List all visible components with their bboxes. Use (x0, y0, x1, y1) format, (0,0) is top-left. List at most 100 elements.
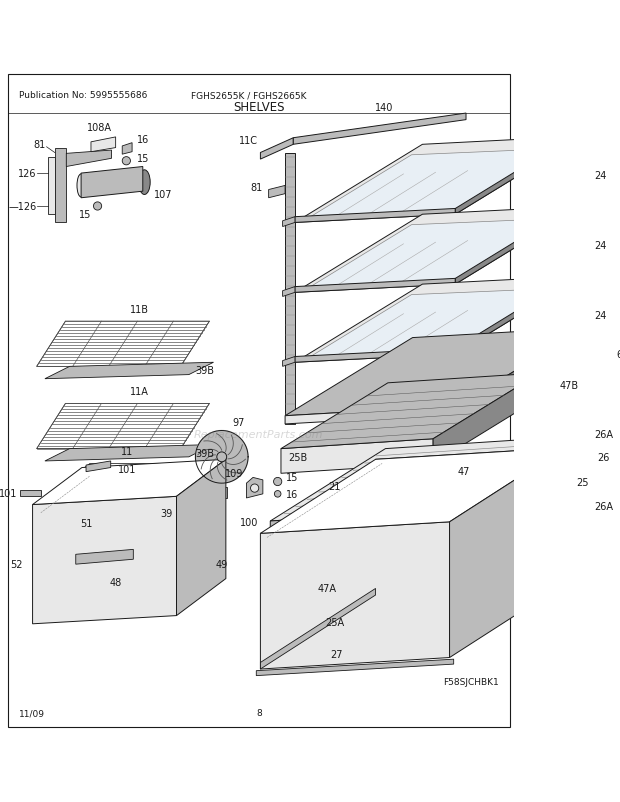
Polygon shape (37, 322, 210, 367)
Text: 21: 21 (328, 481, 340, 491)
Text: 25A: 25A (326, 617, 344, 626)
Polygon shape (455, 271, 583, 354)
Text: 25B: 25B (288, 452, 307, 462)
Polygon shape (217, 488, 227, 498)
Text: 49: 49 (216, 560, 228, 569)
Polygon shape (20, 490, 41, 496)
Polygon shape (283, 217, 295, 227)
Text: 26: 26 (597, 452, 609, 462)
Polygon shape (376, 448, 565, 595)
Polygon shape (303, 149, 556, 222)
Ellipse shape (139, 171, 150, 195)
Polygon shape (281, 439, 433, 474)
Circle shape (94, 203, 102, 211)
Text: 108A: 108A (87, 123, 112, 133)
Polygon shape (41, 464, 218, 500)
Text: 25: 25 (577, 478, 589, 488)
Polygon shape (37, 404, 210, 449)
Polygon shape (458, 328, 585, 415)
Polygon shape (578, 427, 593, 443)
Polygon shape (295, 207, 583, 293)
Text: 39B: 39B (196, 448, 215, 458)
Polygon shape (246, 478, 263, 498)
Text: 16: 16 (286, 489, 298, 499)
Polygon shape (195, 431, 248, 484)
Text: FGHS2655K / FGHS2665K: FGHS2655K / FGHS2665K (191, 91, 306, 100)
Polygon shape (45, 445, 213, 461)
Text: 39: 39 (160, 508, 172, 518)
Polygon shape (268, 186, 285, 199)
Polygon shape (450, 448, 565, 658)
Text: 15: 15 (79, 210, 91, 220)
Polygon shape (578, 500, 593, 515)
Polygon shape (285, 153, 295, 424)
Text: 11A: 11A (130, 387, 149, 396)
Text: 47A: 47A (317, 583, 336, 593)
Circle shape (122, 157, 130, 166)
Text: 24: 24 (595, 171, 607, 181)
Text: 16: 16 (136, 136, 149, 145)
Text: 101: 101 (118, 464, 136, 475)
Polygon shape (295, 137, 583, 223)
Text: F58SJCHBK1: F58SJCHBK1 (443, 677, 499, 686)
Text: 81: 81 (250, 183, 262, 192)
Polygon shape (303, 219, 556, 292)
Text: 48: 48 (110, 577, 122, 587)
Text: 24: 24 (595, 310, 607, 321)
Polygon shape (260, 522, 450, 669)
Text: 26A: 26A (594, 501, 613, 512)
Polygon shape (433, 374, 540, 464)
Text: 51: 51 (80, 519, 92, 529)
Polygon shape (260, 589, 376, 669)
Circle shape (273, 478, 281, 486)
Circle shape (250, 484, 259, 492)
Polygon shape (281, 374, 540, 449)
Polygon shape (91, 138, 116, 152)
Text: 52: 52 (10, 560, 22, 569)
Polygon shape (455, 132, 583, 215)
Text: 11/09: 11/09 (19, 708, 45, 717)
Polygon shape (293, 114, 466, 145)
Text: 97: 97 (232, 418, 244, 427)
Ellipse shape (77, 175, 85, 197)
Polygon shape (76, 549, 133, 565)
Text: 24: 24 (595, 241, 607, 251)
Polygon shape (33, 460, 226, 505)
Polygon shape (580, 451, 593, 463)
Text: 101: 101 (0, 488, 17, 498)
Polygon shape (455, 201, 583, 285)
Polygon shape (122, 144, 132, 155)
Polygon shape (256, 659, 454, 676)
Text: 8: 8 (256, 708, 262, 717)
Polygon shape (45, 467, 218, 511)
Polygon shape (55, 149, 66, 223)
Circle shape (275, 491, 281, 497)
Polygon shape (48, 157, 55, 215)
Text: 27: 27 (330, 650, 342, 659)
Polygon shape (303, 289, 556, 362)
Polygon shape (285, 328, 585, 416)
Text: 39B: 39B (196, 366, 215, 376)
Polygon shape (295, 209, 455, 223)
Text: SHELVES: SHELVES (233, 101, 285, 114)
Polygon shape (82, 508, 99, 517)
Polygon shape (177, 460, 226, 616)
Polygon shape (260, 448, 565, 533)
Polygon shape (295, 279, 455, 293)
Polygon shape (447, 438, 562, 520)
Text: 100: 100 (239, 517, 258, 527)
Text: —126: —126 (9, 202, 37, 212)
Text: Publication No: 5995555686: Publication No: 5995555686 (19, 91, 147, 100)
Polygon shape (295, 349, 455, 363)
Text: 26A: 26A (594, 429, 613, 439)
Polygon shape (33, 496, 177, 624)
Text: ReplacementParts.com: ReplacementParts.com (194, 429, 324, 439)
Text: 62: 62 (616, 350, 620, 360)
Text: 140: 140 (374, 103, 393, 113)
Polygon shape (598, 352, 614, 362)
Polygon shape (283, 287, 295, 297)
Text: 11: 11 (122, 447, 134, 456)
Text: 15: 15 (285, 473, 298, 483)
Polygon shape (270, 438, 562, 521)
Polygon shape (86, 461, 111, 472)
